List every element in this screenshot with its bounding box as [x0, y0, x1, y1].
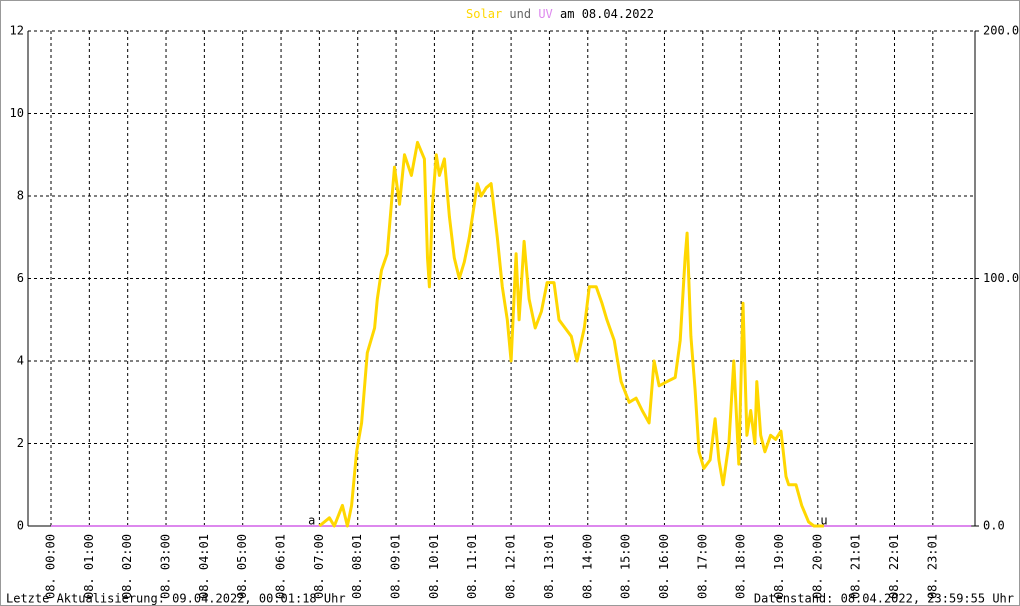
x-tick-label: 08. 12:01 [504, 534, 518, 599]
y-tick-label: 6 [17, 271, 24, 285]
x-tick-label: 08. 15:00 [619, 534, 633, 599]
x-tick-label: 08. 05:00 [235, 534, 249, 599]
x-tick-label: 08. 14:00 [580, 534, 594, 599]
x-tick-label: 08. 19:00 [772, 534, 786, 599]
y-tick-label: 12 [10, 24, 24, 38]
title-uv: UV [538, 7, 552, 21]
chart-title: Solar und UV am 08.04.2022 [466, 7, 654, 21]
annotation: a [308, 514, 315, 528]
y-tick-label: 8 [17, 189, 24, 203]
y-tick-label: 10 [10, 106, 24, 120]
y-tick-label: 2 [17, 436, 24, 450]
x-tick-label: 08. 10:01 [427, 534, 441, 599]
series-line [318, 140, 824, 528]
y-tick-label: 4 [17, 354, 24, 368]
x-tick-label: 08. 07:00 [312, 534, 326, 599]
x-tick-label: 08. 23:01 [925, 534, 939, 599]
y2-tick-label: 0.0 [983, 519, 1005, 533]
x-tick-label: 08. 01:00 [82, 534, 96, 599]
title-suffix: am 08.04.2022 [560, 7, 654, 21]
y2-tick-label: 200.0 [983, 24, 1019, 38]
x-tick-label: 08. 11:01 [465, 534, 479, 599]
title-solar: Solar [466, 7, 502, 21]
x-tick-label: 08. 00:00 [44, 534, 58, 599]
x-tick-label: 08. 04:01 [197, 534, 211, 599]
x-tick-label: 08. 13:01 [542, 534, 556, 599]
x-tick-label: 08. 16:00 [657, 534, 671, 599]
x-tick-label: 08. 08:01 [350, 534, 364, 599]
x-tick-label: 08. 03:00 [159, 534, 173, 599]
x-tick-label: 08. 18:00 [734, 534, 748, 599]
x-tick-label: 08. 17:00 [695, 534, 709, 599]
footer-left: Letzte Aktualisierung: 09.04.2022, 00:01… [6, 592, 346, 606]
y-tick-label: 0 [17, 519, 24, 533]
x-tick-label: 08. 22:01 [887, 534, 901, 599]
footer-right: Datenstand: 08.04.2022, 23:59:55 Uhr [754, 592, 1014, 606]
x-tick-label: 08. 20:00 [810, 534, 824, 599]
x-tick-label: 08. 06:01 [274, 534, 288, 599]
annotation: u [820, 514, 827, 528]
y2-tick-label: 100.0 [983, 271, 1019, 285]
x-tick-label: 08. 02:00 [120, 534, 134, 599]
title-connector: und [509, 7, 531, 21]
x-tick-label: 08. 09:01 [389, 534, 403, 599]
x-tick-label: 08. 21:01 [849, 534, 863, 599]
